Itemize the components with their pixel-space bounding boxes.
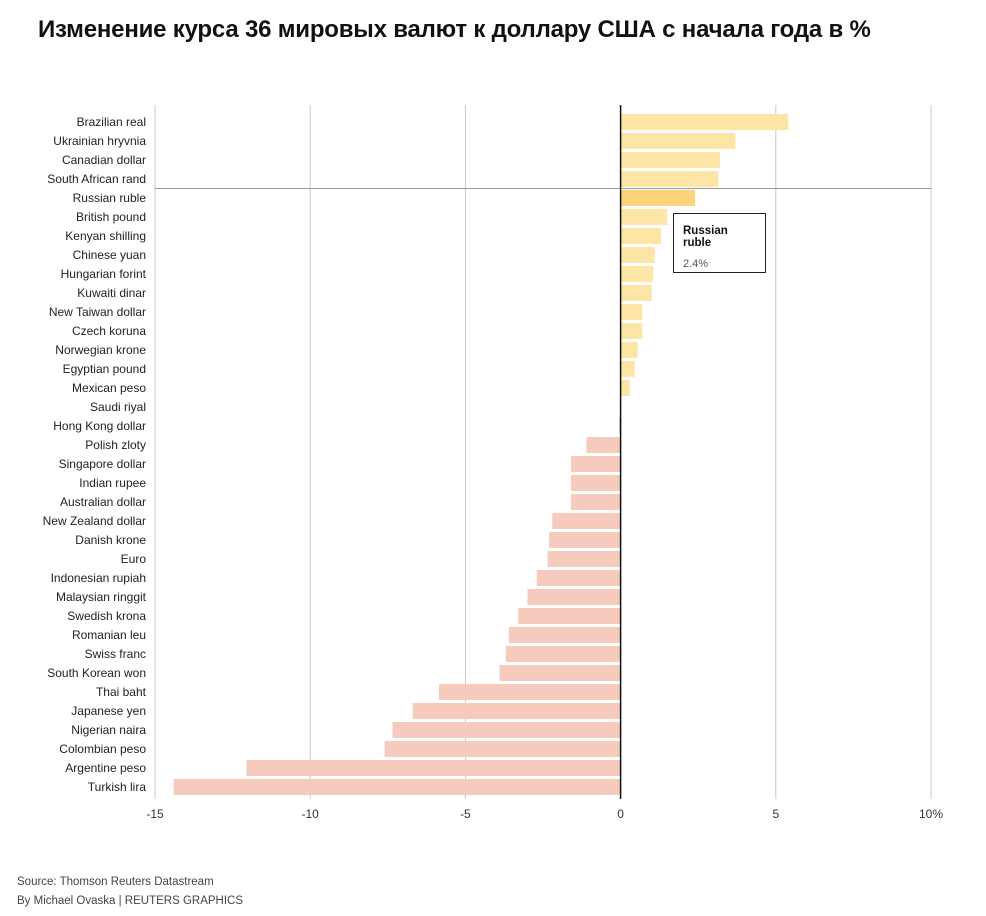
category-label: Hong Kong dollar <box>53 419 146 433</box>
byline: By Michael Ovaska | REUTERS GRAPHICS <box>17 895 244 907</box>
bar[interactable] <box>499 665 621 681</box>
category-label: Kuwaiti dinar <box>77 286 146 300</box>
bar[interactable] <box>246 760 621 776</box>
category-label: Czech koruna <box>72 324 146 338</box>
bar[interactable] <box>620 209 668 225</box>
category-label: New Zealand dollar <box>43 514 146 528</box>
category-label: Kenyan shilling <box>65 229 146 243</box>
category-label: Thai baht <box>96 685 147 699</box>
tooltip-value: 2.4% <box>683 258 709 270</box>
bar[interactable] <box>570 475 621 491</box>
bar[interactable] <box>508 627 621 643</box>
bar[interactable] <box>620 228 661 244</box>
category-label: New Taiwan dollar <box>49 305 146 319</box>
category-label: Russian ruble <box>73 191 147 205</box>
category-label: Brazilian real <box>77 115 146 129</box>
category-label: Mexican peso <box>72 381 146 395</box>
tooltip-name: Russian ruble <box>683 225 728 249</box>
bar[interactable] <box>527 589 621 605</box>
category-label: Nigerian naira <box>71 723 146 737</box>
category-label: Egyptian pound <box>63 362 146 376</box>
tick-labels: -15 -10 -5 0 5 10% <box>146 807 943 821</box>
category-label: Polish zloty <box>85 438 146 452</box>
bar[interactable] <box>620 285 652 301</box>
category-label: British pound <box>76 210 146 224</box>
category-label: South Korean won <box>47 666 146 680</box>
chart-title: Изменение курса 36 мировых валют к долла… <box>38 16 871 43</box>
bar[interactable] <box>620 361 635 377</box>
category-label: Indonesian rupiah <box>51 571 146 585</box>
category-label: Saudi riyal <box>90 400 146 414</box>
bar[interactable] <box>547 551 621 567</box>
bar[interactable] <box>505 646 621 662</box>
x-tick-label: 10% <box>919 807 943 821</box>
bar[interactable] <box>620 114 789 130</box>
bar[interactable] <box>392 722 621 738</box>
category-label: Australian dollar <box>60 495 146 509</box>
category-label: Japanese yen <box>71 704 146 718</box>
category-label: Indian rupee <box>79 476 146 490</box>
bar[interactable] <box>620 152 720 168</box>
category-label: Norwegian krone <box>55 343 146 357</box>
source-note: Source: Thomson Reuters Datastream <box>17 876 214 888</box>
bar[interactable] <box>173 779 621 795</box>
bar[interactable] <box>620 247 655 263</box>
category-label: South African rand <box>47 172 146 186</box>
bar[interactable] <box>549 532 621 548</box>
bar[interactable] <box>620 266 654 282</box>
x-tick-label: 5 <box>772 807 779 821</box>
category-label: Hungarian forint <box>61 267 147 281</box>
bar[interactable] <box>412 703 621 719</box>
bar[interactable] <box>586 437 621 453</box>
bars <box>173 114 789 795</box>
category-label: Romanian leu <box>72 628 146 642</box>
bar[interactable] <box>620 304 643 320</box>
category-label: Singapore dollar <box>59 457 146 471</box>
bar[interactable] <box>620 133 736 149</box>
category-label: Canadian dollar <box>62 153 146 167</box>
category-label: Chinese yuan <box>73 248 146 262</box>
bar[interactable] <box>570 494 621 510</box>
bar[interactable] <box>536 570 621 586</box>
bar[interactable] <box>384 741 621 757</box>
bar[interactable] <box>619 418 621 434</box>
bar[interactable] <box>620 380 630 396</box>
category-label: Ukrainian hryvnia <box>53 134 146 148</box>
category-label: Argentine peso <box>65 761 146 775</box>
bar[interactable] <box>620 323 643 339</box>
category-label: Euro <box>121 552 147 566</box>
category-label: Turkish lira <box>88 780 147 794</box>
bar[interactable] <box>620 342 638 358</box>
category-label: Danish krone <box>75 533 146 547</box>
bar[interactable] <box>439 684 621 700</box>
bar[interactable] <box>620 171 719 187</box>
category-labels: Brazilian real Ukrainian hryvnia Canadian … <box>43 115 147 794</box>
bar[interactable] <box>518 608 621 624</box>
x-tick-label: -5 <box>460 807 471 821</box>
x-tick-label: -15 <box>146 807 164 821</box>
tooltip: Russian ruble 2.4% <box>673 213 766 273</box>
bar[interactable] <box>552 513 621 529</box>
x-tick-label: -10 <box>302 807 320 821</box>
grid-lines <box>154 105 932 799</box>
x-tick-label: 0 <box>617 807 624 821</box>
category-label: Swedish krona <box>67 609 146 623</box>
category-label: Swiss franc <box>85 647 146 661</box>
category-label: Colombian peso <box>59 742 146 756</box>
bar[interactable] <box>620 190 696 206</box>
bar[interactable] <box>570 456 621 472</box>
category-label: Malaysian ringgit <box>56 590 147 604</box>
